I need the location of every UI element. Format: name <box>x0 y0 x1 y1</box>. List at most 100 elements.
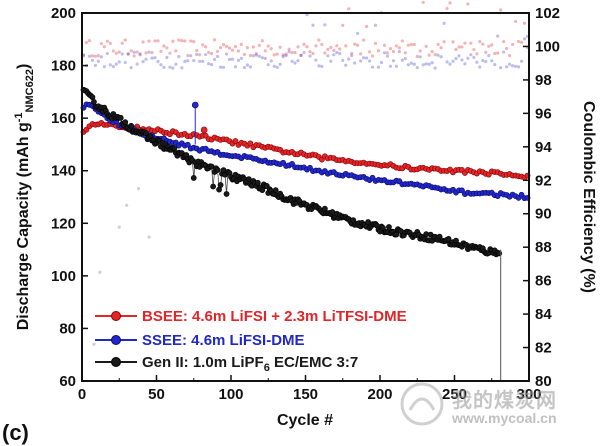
y-axis-left-title-end: ) <box>15 64 32 69</box>
ce-point <box>177 54 181 59</box>
ce-point <box>463 41 467 45</box>
y-left-tick-label: 140 <box>51 163 76 180</box>
ce-point <box>135 50 139 54</box>
ce-point <box>350 54 354 58</box>
ce-point <box>290 59 294 63</box>
y-right-tick-label: 98 <box>535 72 552 89</box>
panel-label: (c) <box>2 420 29 445</box>
ce-point <box>108 41 112 45</box>
ce-point <box>508 62 512 66</box>
y-left-tick-label: 200 <box>51 5 76 22</box>
ce-point <box>114 51 118 55</box>
ce-point <box>287 47 291 51</box>
ce-point <box>198 53 202 57</box>
watermark-logo-icon <box>400 382 444 426</box>
ce-point <box>454 47 458 52</box>
ce-point <box>138 53 142 57</box>
ce-outlier-point <box>98 270 102 274</box>
ce-point <box>341 23 345 27</box>
ce-point <box>326 47 330 51</box>
ce-point <box>150 56 154 60</box>
ce-point <box>451 40 455 44</box>
ce-point <box>397 46 401 50</box>
ce-point <box>388 47 393 51</box>
ce-point <box>445 6 449 11</box>
watermark-title: 我的煤炭网 <box>452 388 557 412</box>
ce-point <box>362 56 366 60</box>
ce-point <box>466 56 470 60</box>
ce-point <box>242 65 247 70</box>
watermark-url: www.mycoal.cn <box>452 410 557 426</box>
ce-point <box>132 54 136 58</box>
ce-point <box>466 2 470 6</box>
capacity-point <box>190 175 197 181</box>
ce-point <box>460 58 464 62</box>
x-tick-label: 250 <box>442 386 467 403</box>
ce-point <box>150 50 154 55</box>
ce-point <box>367 59 372 63</box>
ce-point <box>114 62 118 66</box>
ce-point <box>233 65 238 69</box>
ce-point <box>379 60 384 65</box>
y-axis-left-title-main: Discharge Capacity (mAh g <box>15 122 32 330</box>
ce-point <box>236 49 241 53</box>
y-right-tick-label: 84 <box>535 306 552 323</box>
ce-point <box>391 59 396 63</box>
ce-point <box>221 65 226 70</box>
ce-point <box>367 50 372 54</box>
plot-frame <box>81 12 530 382</box>
capacity-series-line <box>83 103 530 199</box>
ce-point <box>207 62 211 66</box>
ce-point <box>430 50 434 54</box>
ce-point <box>293 50 297 55</box>
capacity-point <box>210 183 217 190</box>
legend-bsee-label: BSEE: 4.6m LiFSI + 2.3m LiTFSI-DME <box>142 308 407 325</box>
capacity-point <box>91 99 97 105</box>
ce-point <box>329 59 333 63</box>
ce-point <box>511 42 515 47</box>
ce-point <box>478 40 482 44</box>
coulombic-efficiency-points <box>81 0 530 346</box>
ce-point <box>397 50 401 54</box>
ce-point <box>406 63 410 67</box>
ce-point <box>353 42 357 46</box>
legend-gen2-label: Gen II: 1.0m LiPF6 EC/EMC 3:7 <box>142 354 358 374</box>
capacity-point <box>232 138 239 144</box>
ce-point <box>156 59 160 64</box>
ce-point <box>215 49 220 53</box>
ce-point <box>165 55 169 60</box>
capacity-point <box>223 191 230 197</box>
ce-point <box>469 53 473 57</box>
ce-point <box>266 63 270 67</box>
ce-point <box>144 57 148 61</box>
ce-point <box>335 44 339 48</box>
ce-point <box>308 54 312 58</box>
capacity-point <box>143 130 149 137</box>
ce-point <box>132 50 136 54</box>
legend-gen2-label-tail: EC/EMC 3:7 <box>270 354 358 371</box>
ce-point <box>90 58 95 62</box>
ce-point <box>332 48 336 53</box>
ce-point <box>141 60 145 64</box>
y-right-tick-label: 82 <box>535 340 552 357</box>
ce-point <box>108 63 112 67</box>
ce-point <box>105 51 109 56</box>
ce-outlier-point <box>125 203 129 207</box>
legend-ssee-marker <box>111 335 121 345</box>
ce-point <box>490 59 494 63</box>
ce-point <box>105 39 109 43</box>
ce-point <box>326 54 330 58</box>
ce-point <box>502 39 506 44</box>
ce-point <box>263 49 267 53</box>
y-right-tick-label: 90 <box>535 206 552 223</box>
ce-point <box>493 63 497 67</box>
ce-point <box>487 44 491 48</box>
ce-outlier-point <box>92 342 96 346</box>
ce-point <box>126 52 130 56</box>
ce-point <box>168 65 172 69</box>
ce-point <box>317 38 321 42</box>
ce-point <box>320 64 324 68</box>
ce-point <box>147 39 151 43</box>
capacity-point <box>214 167 221 173</box>
ce-point <box>135 62 139 66</box>
